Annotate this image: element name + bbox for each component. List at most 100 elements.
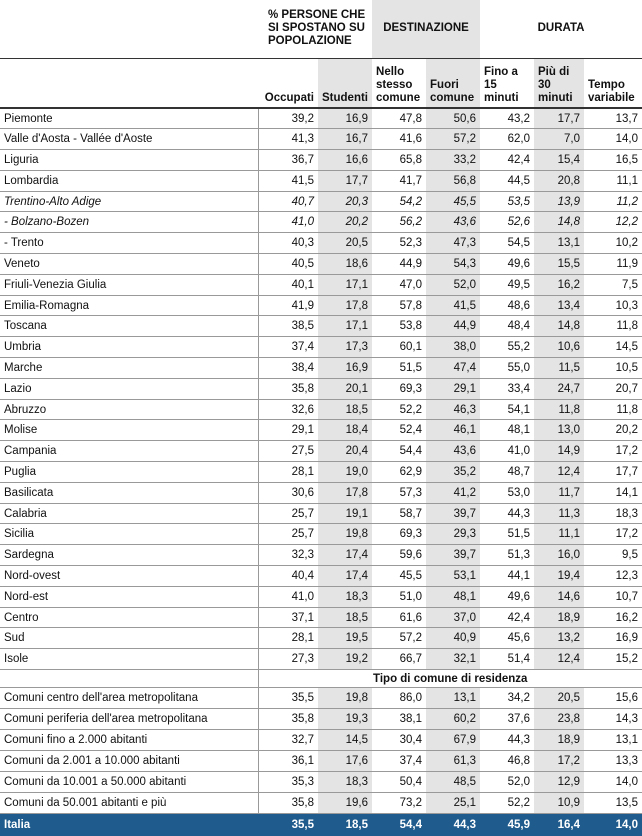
cell-value: 17,1 (318, 274, 373, 296)
cell-value: 48,6 (480, 295, 535, 317)
cell-value: 20,4 (318, 440, 373, 463)
cell-value: 36,7 (258, 149, 318, 171)
cell-value: 52,2 (480, 792, 535, 815)
cell-value: 10,7 (584, 586, 642, 608)
cell-value: 25,7 (258, 523, 318, 546)
cell-value: 11,1 (584, 170, 642, 192)
column-header: Fuori comune (426, 58, 481, 109)
cell-value: 42,4 (480, 607, 535, 629)
cell-value: 13,0 (534, 419, 585, 442)
cell-value: 13,2 (534, 627, 585, 650)
row-label: Friuli-Venezia Giulia (0, 274, 259, 296)
cell-value: 13,1 (426, 687, 481, 710)
cell-value: 40,9 (426, 627, 481, 650)
table-row: Emilia-Romagna 41,9 17,8 57,8 41,5 48,6 13,4 10… (0, 295, 642, 317)
row-label: Sud (0, 627, 259, 650)
cell-value: 17,2 (534, 750, 585, 773)
cell-value: 30,6 (258, 482, 318, 504)
cell-value: 44,5 (480, 170, 535, 192)
cell-value: 51,4 (480, 648, 535, 671)
cell-value: 48,1 (426, 586, 481, 608)
cell-value: 52,0 (480, 771, 535, 794)
cell-value: 7,0 (534, 128, 585, 151)
cell-value: 41,3 (258, 128, 318, 151)
section-row: Tipo di comune di residenza (0, 669, 642, 689)
cell-value: 50,6 (426, 108, 481, 130)
cell-value: 33,4 (480, 378, 535, 400)
cell-value: 18,4 (318, 419, 373, 442)
cell-value: 11,3 (534, 503, 585, 525)
cell-value: 12,2 (584, 211, 642, 234)
row-label: Basilicata (0, 482, 259, 504)
cell-value: 14,3 (584, 708, 642, 731)
cell-value: 20,8 (534, 170, 585, 192)
cell-value: 11,9 (584, 253, 642, 275)
table-row: Comuni centro dell'area metropolitana 35,… (0, 687, 642, 710)
cell-value: 17,2 (584, 440, 642, 463)
cell-value: 16,5 (584, 149, 642, 171)
cell-value: 18,6 (318, 253, 373, 275)
row-label: Comuni centro dell'area metropolitana (0, 687, 259, 710)
cell-value: 67,9 (426, 729, 481, 752)
table-row: Lazio 35,8 20,1 69,3 29,1 33,4 24,7 20,7 (0, 378, 642, 400)
cell-value: 17,8 (318, 482, 373, 504)
cell-value: 11,8 (534, 399, 585, 421)
cell-value: 48,5 (426, 771, 481, 794)
cell-value: 18,5 (318, 399, 373, 421)
table-row: Valle d'Aosta - Vallée d'Aoste 41,3 16,7 41… (0, 128, 642, 151)
cell-value: 49,6 (480, 586, 535, 608)
cell-value: 44,9 (426, 315, 481, 338)
cell-value: 19,6 (318, 792, 373, 815)
cell-value: 51,5 (372, 357, 427, 379)
cell-value: 37,6 (480, 708, 535, 731)
cell-value: 17,1 (318, 315, 373, 338)
cell-value: 38,0 (426, 336, 481, 359)
cell-value: 17,7 (534, 108, 585, 130)
table-row: Comuni da 10.001 a 50.000 abitanti 35,3 18… (0, 771, 642, 794)
cell-value: 35,2 (426, 461, 481, 483)
cell-value: 19,8 (318, 523, 373, 546)
cell-value: 18,3 (318, 771, 373, 794)
cell-value: 53,5 (480, 191, 535, 213)
cell-value: 48,4 (480, 315, 535, 338)
cell-value: 18,9 (534, 729, 585, 752)
cell-value: 10,6 (534, 336, 585, 359)
cell-value: 35,8 (258, 378, 318, 400)
cell-value: 16,9 (318, 357, 373, 379)
cell-value: 53,0 (480, 482, 535, 504)
table-row: Trentino-Alto Adige 40,7 20,3 54,2 45,5 53,5 1… (0, 191, 642, 213)
cell-value: 17,8 (318, 295, 373, 317)
table-row: Comuni da 2.001 a 10.000 abitanti 36,1 17,… (0, 750, 642, 773)
cell-value: 41,6 (372, 128, 427, 151)
cell-value: 40,3 (258, 232, 318, 255)
table-row: Liguria 36,7 16,6 65,8 33,2 42,4 15,4 16,5 (0, 149, 642, 171)
cell-value: 25,7 (258, 503, 318, 525)
cell-value: 13,5 (584, 792, 642, 815)
cell-value: 10,2 (584, 232, 642, 255)
cell-value: 40,4 (258, 565, 318, 587)
cell-value: 32,1 (426, 648, 481, 671)
cell-value: 20,2 (318, 211, 373, 234)
cell-value: 17,3 (318, 336, 373, 359)
cell-value: 32,3 (258, 544, 318, 567)
column-header: Studenti (318, 58, 373, 109)
cell-value: 51,0 (372, 586, 427, 608)
row-label: Comuni periferia dell'area metropolitana (0, 708, 259, 731)
cell-value: 61,3 (426, 750, 481, 773)
cell-value: 34,2 (480, 687, 535, 710)
column-header: Nello stesso comune (372, 58, 427, 109)
cell-value: 14,6 (534, 586, 585, 608)
table-row: Umbria 37,4 17,3 60,1 38,0 55,2 10,6 14,5 (0, 336, 642, 359)
cell-value: 17,7 (584, 461, 642, 483)
cell-value: 14,1 (584, 482, 642, 504)
cell-value: 20,1 (318, 378, 373, 400)
cell-value: 36,1 (258, 750, 318, 773)
row-label: Italia (4, 818, 31, 831)
row-label: Campania (0, 440, 259, 463)
row-label: - Bolzano-Bozen (0, 211, 259, 234)
cell-value: 13,3 (584, 750, 642, 773)
cell-value: 45,9 (507, 818, 531, 831)
cell-value: 29,1 (258, 419, 318, 442)
cell-value: 11,1 (534, 523, 585, 546)
